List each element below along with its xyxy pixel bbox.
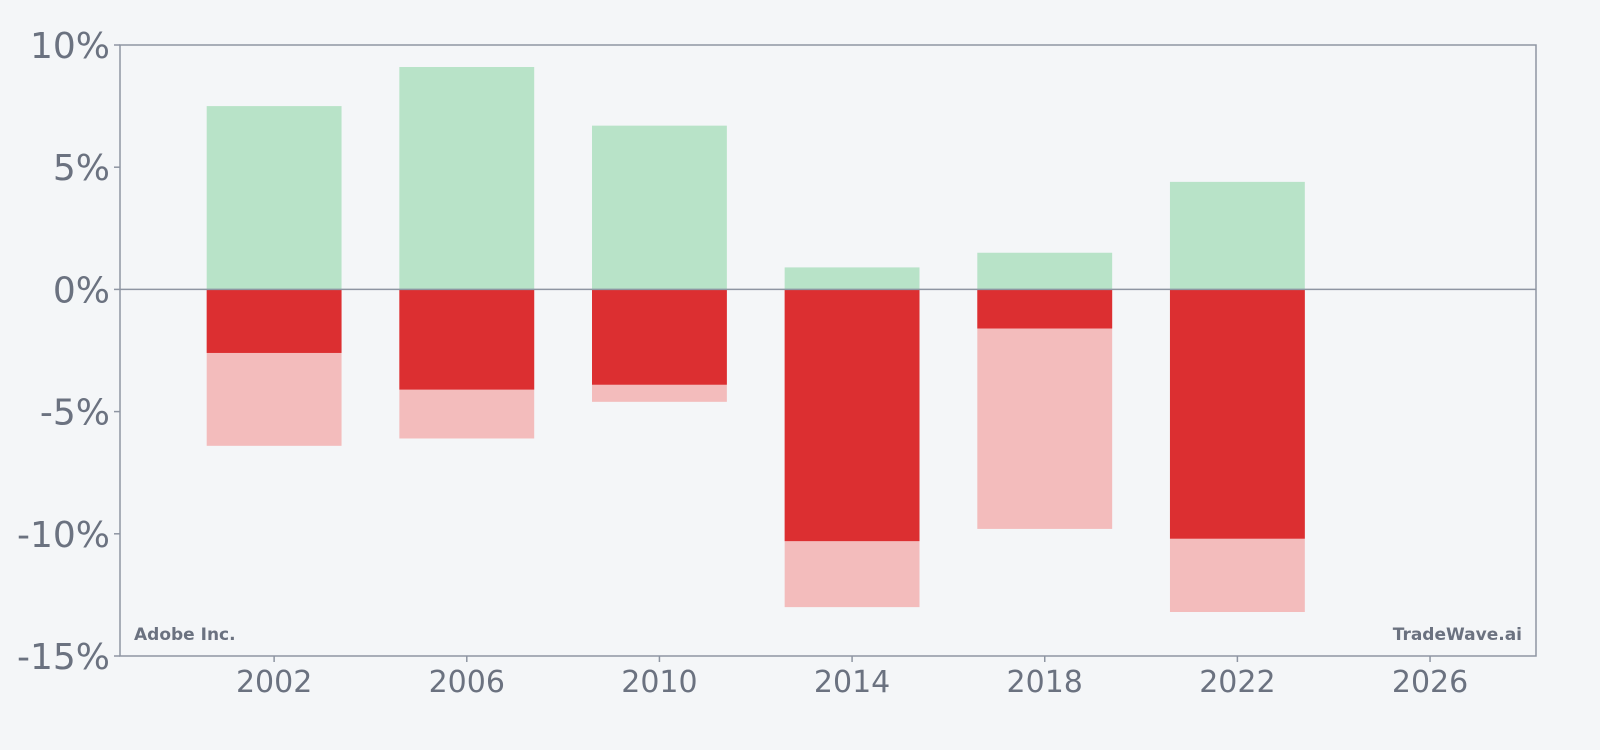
y-axis: 10% 5% 0% -5% -10% -15% bbox=[17, 26, 120, 678]
y-tick-label: 10% bbox=[30, 26, 110, 67]
x-tick-label: 2002 bbox=[236, 665, 312, 700]
bar-positive-2022 bbox=[1169, 181, 1305, 290]
x-tick-label: 2010 bbox=[621, 665, 697, 700]
x-tick-label: 2026 bbox=[1392, 665, 1468, 700]
x-tick-label: 2022 bbox=[1199, 665, 1275, 700]
bars-layer bbox=[206, 66, 1305, 613]
source-annotation: TradeWave.ai bbox=[1393, 625, 1522, 645]
bar-dark-negative-2014 bbox=[784, 289, 920, 542]
bar-positive-2010 bbox=[592, 125, 727, 290]
y-tick-label: -5% bbox=[40, 393, 110, 434]
x-axis: 2002 2006 2010 2014 2018 2022 2026 bbox=[236, 656, 1468, 700]
company-annotation: Adobe Inc. bbox=[134, 625, 236, 645]
bar-light-negative-2018 bbox=[977, 289, 1113, 529]
bar-positive-2002 bbox=[206, 106, 342, 290]
x-tick-label: 2018 bbox=[1007, 665, 1083, 700]
bar-dark-negative-2018 bbox=[977, 289, 1113, 329]
y-tick-label: 0% bbox=[53, 270, 110, 311]
y-tick-label: -15% bbox=[17, 637, 110, 678]
bar-positive-2006 bbox=[399, 66, 535, 290]
bar-positive-2018 bbox=[977, 252, 1113, 290]
x-tick-label: 2014 bbox=[814, 665, 890, 700]
bar-dark-negative-2010 bbox=[592, 289, 727, 385]
bar-positive-2014 bbox=[784, 267, 920, 290]
x-tick-label: 2006 bbox=[429, 665, 505, 700]
plot-frame bbox=[119, 44, 1537, 657]
y-tick-label: -10% bbox=[17, 515, 110, 556]
y-tick-label: 5% bbox=[53, 148, 110, 189]
bar-dark-negative-2022 bbox=[1169, 289, 1305, 539]
bar-dark-negative-2006 bbox=[399, 289, 535, 390]
bar-dark-negative-2002 bbox=[206, 289, 342, 353]
